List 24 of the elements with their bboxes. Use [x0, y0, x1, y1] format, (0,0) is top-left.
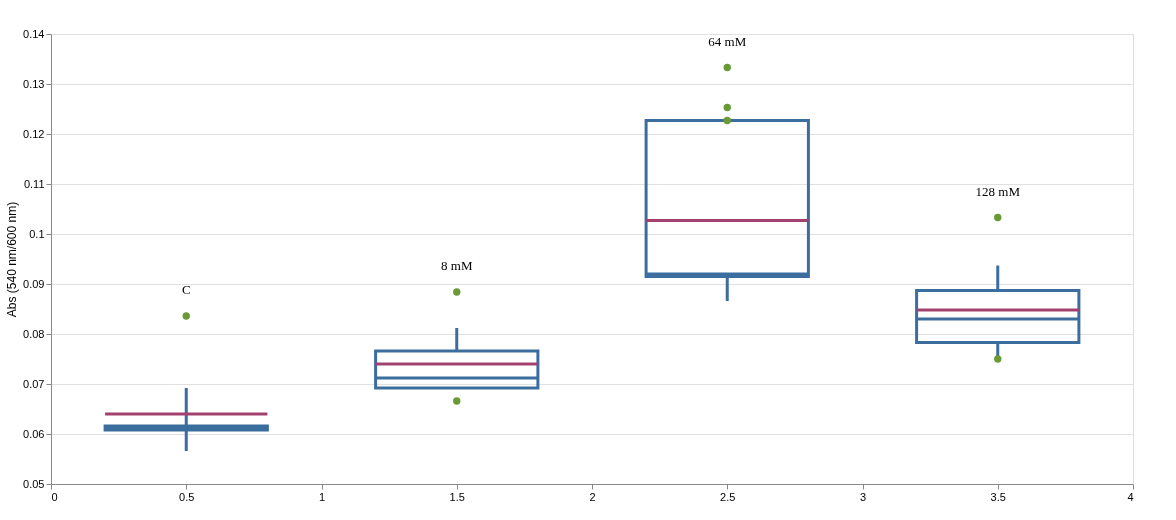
y-tick-label: 0.06 — [23, 427, 45, 440]
x-tick-label: 1.5 — [449, 490, 465, 503]
annotation: C — [181, 282, 191, 297]
annotation: 8 mM — [441, 258, 473, 273]
x-tick-label: 4 — [1127, 490, 1134, 503]
y-tick-label: 0.11 — [23, 177, 45, 190]
y-tick-label: 0.07 — [23, 377, 45, 390]
annotation: 128 mM — [975, 183, 1021, 199]
y-axis-title: Abs (540 nm/600 nm) — [5, 201, 20, 318]
x-tick-label: 2.5 — [720, 490, 736, 503]
x-tick-label: 3.5 — [990, 490, 1006, 503]
y-tick-label: 0.1 — [29, 227, 45, 240]
y-tick-label: 0.13 — [23, 77, 45, 90]
y-tick-label: 0.08 — [23, 327, 45, 340]
y-tick-label: 0.14 — [23, 27, 45, 40]
y-tick-label: 0.05 — [23, 477, 45, 490]
y-tick-label: 0.12 — [23, 127, 45, 140]
x-tick-label: 0.5 — [179, 490, 195, 503]
annotation: 64 mM — [708, 33, 747, 49]
y-tick-label: 0.09 — [23, 277, 45, 290]
x-tick-label: 2 — [589, 490, 596, 503]
x-tick-label: 3 — [859, 490, 867, 503]
x-tick-label: 1 — [318, 490, 326, 503]
x-tick-label: 0 — [51, 490, 58, 503]
